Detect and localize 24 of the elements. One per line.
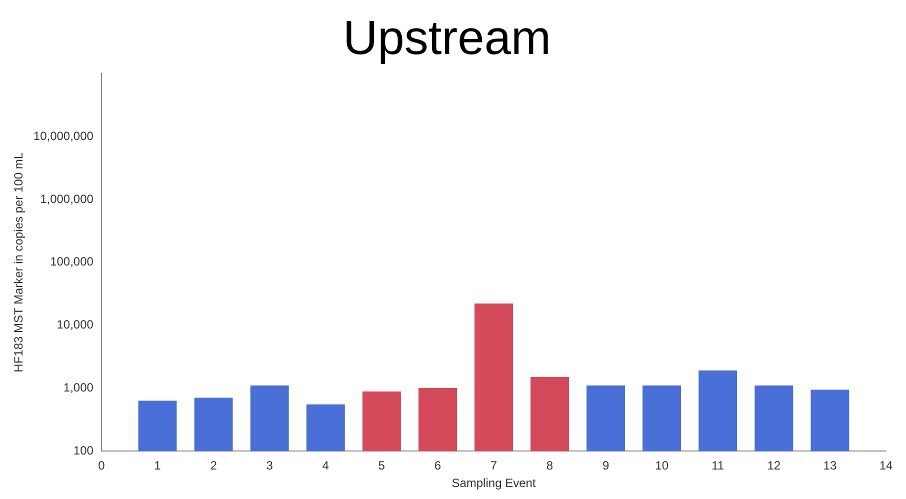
x-tick-label: 3 [266,458,274,473]
x-tick-label: 8 [546,458,554,473]
x-tick-label: 9 [602,458,610,473]
x-tick-label: 1 [154,458,162,473]
y-tick-label: 10,000 [56,318,94,332]
y-tick-label: 1,000,000 [40,192,94,206]
y-tick-label: 100,000 [50,254,94,269]
chart-title: Upstream [342,12,552,66]
x-tick-label: 7 [490,458,498,473]
y-tick-label: 10,000,000 [33,128,94,143]
x-tick-label: 14 [879,458,893,473]
x-tick-label: 13 [823,458,837,473]
x-tick-label: 4 [322,458,330,473]
x-tick-label: 6 [434,458,442,473]
x-tick-label: 0 [98,458,106,473]
x-tick-label: 12 [767,458,781,473]
y-tick-label: 1,000 [63,380,94,395]
x-tick-label: 5 [378,458,386,473]
x-tick-label: 10 [655,458,669,473]
x-tick-label: 11 [712,458,724,473]
y-axis-title: HF183 MST Marker in copies per 100 mL [12,152,26,372]
x-axis-title: Sampling Event [452,476,536,490]
y-tick-label: 100 [73,444,94,458]
x-tick-label: 2 [210,458,218,473]
